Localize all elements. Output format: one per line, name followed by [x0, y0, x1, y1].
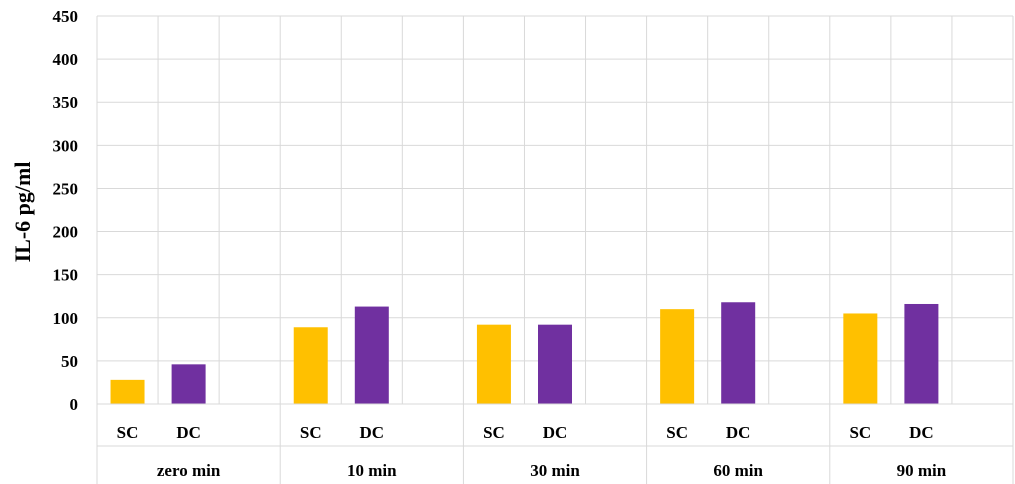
x-sub-label: DC	[726, 423, 751, 442]
x-group-label: 30 min	[530, 461, 580, 480]
bar-dc-1	[354, 306, 389, 404]
y-tick-label: 0	[70, 395, 79, 414]
gridlines	[96, 15, 1014, 405]
x-sub-label: SC	[117, 423, 139, 442]
x-sub-label: DC	[909, 423, 934, 442]
y-tick-label: 350	[53, 93, 79, 112]
bar-sc-0	[110, 379, 145, 404]
bar-dc-2	[538, 324, 572, 404]
y-tick-label: 100	[53, 309, 79, 328]
x-group-label: zero min	[157, 461, 221, 480]
bar-sc-3	[660, 309, 695, 404]
bar-dc-0	[171, 364, 206, 404]
bar-sc-4	[843, 313, 878, 404]
x-sub-label: SC	[849, 423, 871, 442]
bars	[110, 302, 939, 404]
y-tick-label: 450	[53, 7, 79, 26]
y-tick-label: 300	[53, 136, 79, 155]
x-sub-label: DC	[543, 423, 568, 442]
y-tick-label: 50	[61, 352, 78, 371]
bar-sc-1	[293, 327, 328, 404]
bar-dc-3	[721, 302, 756, 404]
y-axis-title: IL-6 pg/ml	[10, 162, 35, 263]
bar-sc-2	[476, 324, 511, 404]
x-sub-label: SC	[483, 423, 505, 442]
y-tick-label: 250	[53, 179, 79, 198]
x-sub-label: SC	[666, 423, 688, 442]
axes: 0 50 100 150 200 250 300 350 400 450 SC DC zero min S…	[53, 7, 1014, 484]
y-tick-label: 200	[53, 223, 79, 242]
x-group-label: 90 min	[897, 461, 947, 480]
x-sub-label: DC	[360, 423, 385, 442]
y-tick-label: 150	[53, 266, 79, 285]
y-tick-label: 400	[53, 50, 79, 69]
x-sub-label: SC	[300, 423, 322, 442]
x-group-label: 60 min	[713, 461, 763, 480]
x-group-label: 10 min	[347, 461, 397, 480]
bar-dc-4	[904, 303, 939, 404]
x-sub-label: DC	[176, 423, 201, 442]
